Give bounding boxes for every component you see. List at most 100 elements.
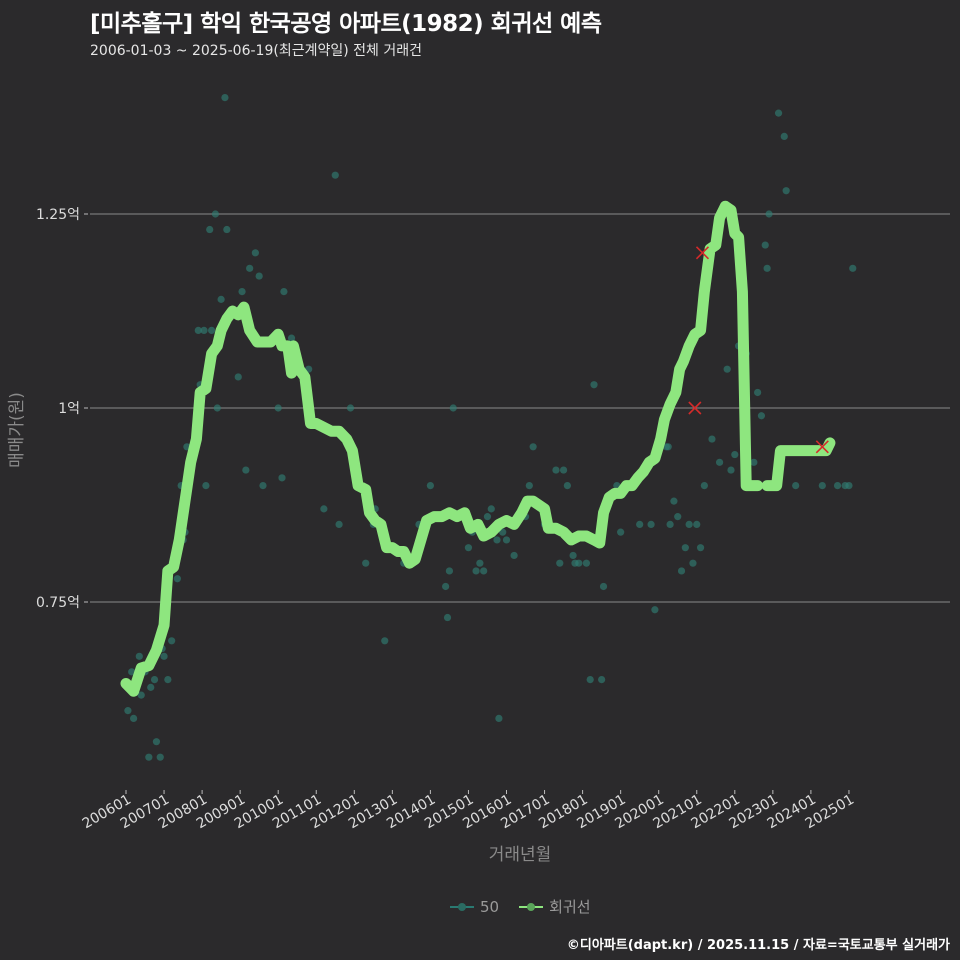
data-point: [689, 559, 697, 567]
data-point: [251, 249, 259, 257]
data-point: [381, 637, 389, 645]
data-point: [563, 482, 571, 490]
data-point: [677, 567, 686, 575]
data-point: [476, 559, 484, 567]
data-point: [559, 466, 568, 474]
x-axis-label: 거래년월: [489, 845, 552, 865]
data-point: [780, 132, 788, 140]
data-point: [443, 613, 452, 622]
data-point: [849, 264, 857, 272]
data-point: [487, 505, 495, 513]
data-point: [145, 753, 153, 761]
y-tick-label: 1.25억: [36, 207, 80, 223]
data-point: [206, 225, 214, 234]
data-point: [761, 241, 769, 249]
data-point: [223, 225, 231, 234]
regression-line: [120, 200, 836, 697]
data-point: [156, 753, 164, 761]
data-point: [754, 388, 762, 397]
data-point: [346, 404, 355, 412]
data-point: [693, 520, 701, 529]
chart-title: [미추홀구] 학익 한국공영 아파트(1982) 회귀선 예측: [90, 11, 602, 37]
y-axis-label: 매매가(원): [7, 392, 27, 468]
y-tick-label: 0.75억: [36, 595, 80, 611]
data-point: [499, 528, 507, 536]
data-point: [617, 528, 625, 536]
data-point: [259, 482, 267, 490]
data-point: [194, 326, 202, 334]
data-point: [552, 466, 560, 474]
data-point: [280, 288, 288, 296]
source-credit: ©디아파트(dapt.kr) / 2025.11.15 / 자료=국토교통부 실…: [566, 938, 950, 953]
data-point: [255, 272, 263, 280]
data-point: [331, 171, 339, 179]
y-tick-label: 1억: [58, 401, 80, 417]
data-point: [128, 668, 136, 676]
data-point: [845, 482, 853, 490]
data-point: [763, 264, 771, 272]
data-point: [525, 482, 533, 490]
data-point: [246, 264, 254, 272]
data-point: [495, 714, 503, 723]
data-point: [493, 536, 501, 544]
data-point: [200, 326, 208, 334]
legend-label-points: 50: [480, 897, 500, 916]
data-point: [723, 365, 731, 373]
data-point: [590, 381, 598, 389]
data-point: [582, 559, 591, 567]
data-point: [164, 676, 172, 684]
data-point: [208, 326, 216, 334]
data-point: [160, 652, 168, 660]
data-point: [137, 691, 145, 699]
data-point: [685, 520, 693, 529]
data-point: [147, 683, 155, 691]
data-point: [242, 466, 250, 474]
data-point: [168, 637, 176, 645]
data-point: [502, 536, 511, 544]
legend-key-points: [450, 901, 474, 913]
data-point: [750, 458, 758, 466]
data-point: [599, 582, 608, 591]
data-point: [731, 450, 739, 459]
data-point: [636, 520, 644, 529]
data-point: [238, 288, 246, 296]
data-point: [278, 474, 286, 482]
data-point: [696, 544, 705, 552]
data-point: [681, 544, 689, 552]
data-point: [202, 482, 210, 490]
data-point: [510, 551, 518, 560]
data-point: [765, 210, 773, 218]
data-point: [274, 404, 282, 412]
data-point: [792, 482, 800, 490]
data-point: [569, 551, 577, 560]
y-axis: 0.75억 1억 1.25억: [36, 207, 88, 611]
data-point: [472, 567, 480, 575]
data-point: [362, 559, 370, 567]
data-point: [700, 482, 708, 490]
data-point: [818, 482, 826, 490]
data-point: [449, 404, 457, 412]
data-point: [782, 187, 790, 195]
data-point: [335, 520, 343, 529]
data-point: [173, 575, 181, 583]
data-point: [234, 373, 242, 381]
data-point: [586, 676, 594, 684]
data-point: [150, 676, 159, 684]
data-point: [217, 295, 225, 303]
data-point: [483, 513, 492, 521]
data-point: [757, 412, 766, 420]
data-point: [124, 707, 132, 715]
data-point: [442, 582, 450, 591]
data-point: [664, 443, 672, 451]
chart-subtitle: 2006-01-03 ~ 2025-06-19(최근계약일) 전체 거래건: [90, 43, 422, 59]
data-point: [135, 652, 143, 660]
grid-lines: [90, 213, 950, 603]
data-point: [320, 505, 328, 513]
data-point: [708, 435, 716, 443]
data-point: [287, 334, 296, 342]
data-point: [674, 513, 682, 521]
data-point: [727, 466, 735, 474]
highlight-markers: [688, 246, 829, 454]
data-point: [445, 567, 454, 575]
